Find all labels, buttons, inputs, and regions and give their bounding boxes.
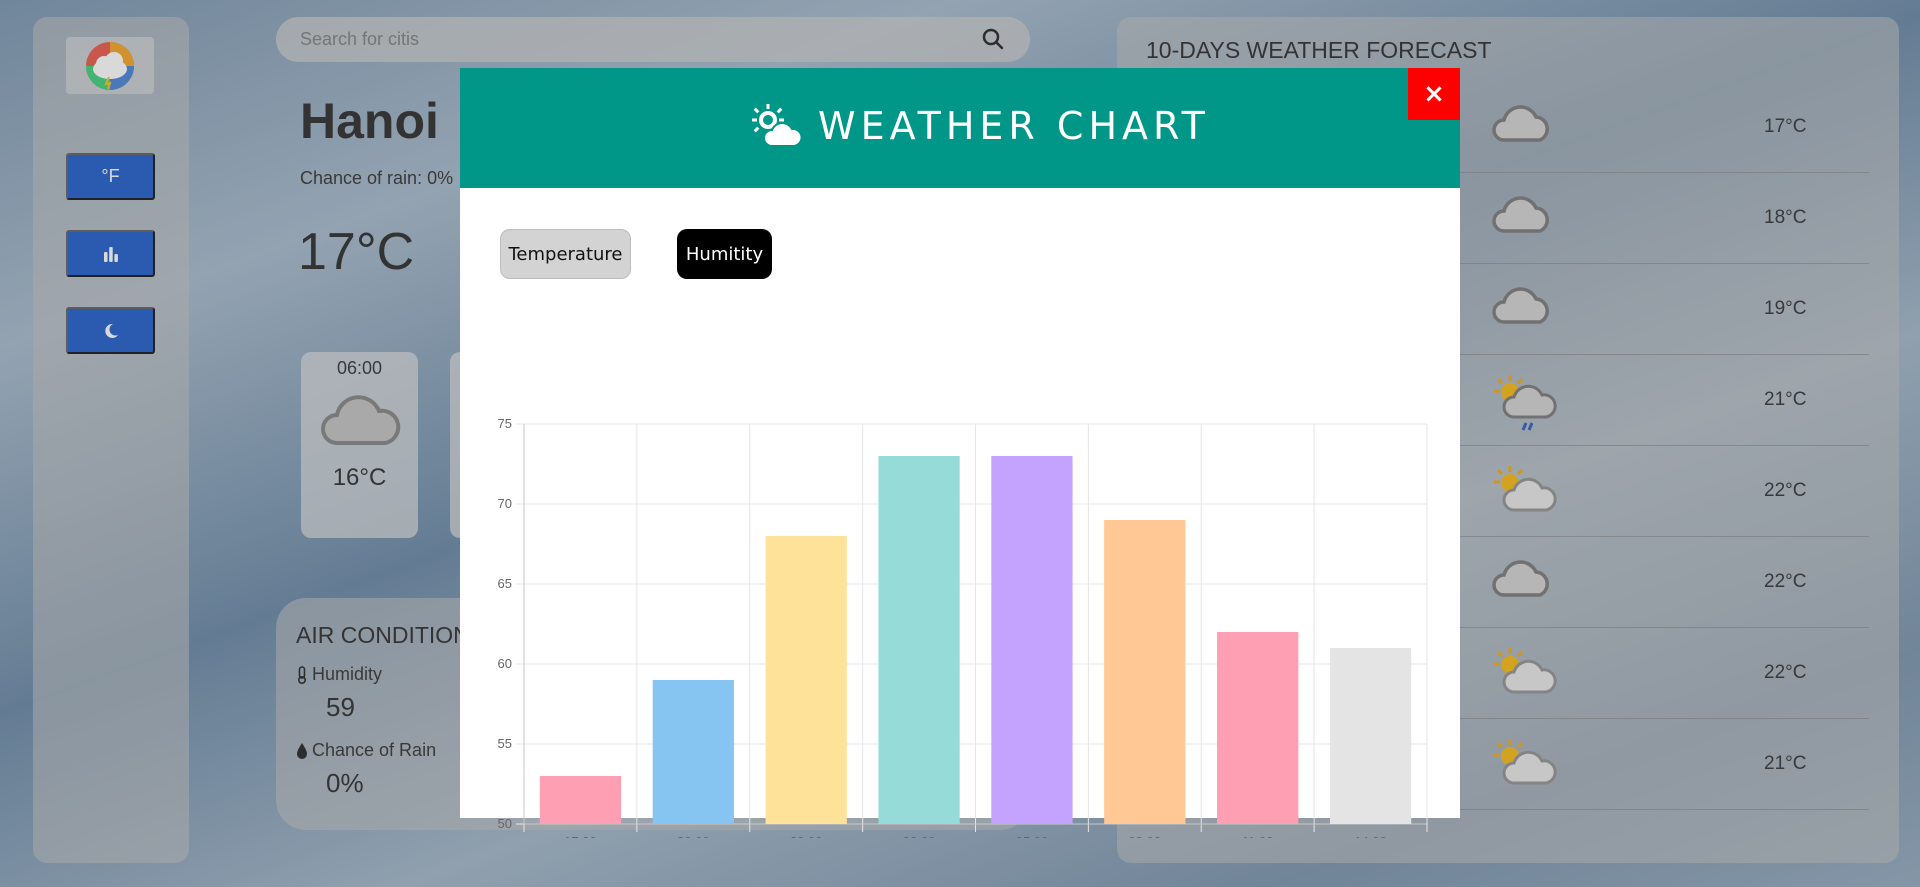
forecast-temp: 22°C	[1764, 480, 1807, 501]
forecast-temp: 22°C	[1764, 662, 1807, 683]
forecast-temp: 22°C	[1764, 571, 1807, 592]
forecast-title: 10-DAYS WEATHER FORECAST	[1146, 37, 1492, 63]
hourly-temp: 16°C	[332, 464, 387, 491]
chart-button[interactable]	[66, 230, 155, 277]
x-tick-label: 02:00	[903, 834, 936, 838]
close-button[interactable]: ×	[1408, 68, 1460, 120]
chart-bar	[991, 456, 1073, 824]
hourly-card: 06:00 16°C	[301, 352, 418, 538]
app-logo	[66, 37, 154, 94]
fahrenheit-button[interactable]: °F	[66, 153, 155, 200]
chart-bar	[539, 776, 622, 824]
sun-cloud-icon	[1490, 464, 1560, 518]
modal-title-text: WEATHER CHART	[818, 104, 1210, 148]
search-bar	[276, 17, 1030, 62]
weather-logo-icon	[86, 41, 134, 90]
x-tick-label: 17:00	[564, 834, 597, 838]
search-input[interactable]	[298, 28, 942, 51]
forecast-row: 19°C	[1117, 264, 1869, 355]
y-tick-label: 60	[498, 656, 512, 671]
y-tick-label: 70	[498, 496, 512, 511]
sidebar: °F	[33, 17, 189, 863]
x-tick-label: 20:00	[677, 834, 710, 838]
x-tick-label: 23:00	[790, 834, 823, 838]
y-tick-label: 65	[498, 576, 512, 591]
chart-bar	[1329, 648, 1412, 824]
y-tick-label: 55	[498, 736, 512, 751]
droplet-icon	[297, 742, 307, 759]
forecast-temp: 21°C	[1764, 753, 1807, 774]
y-tick-label: 75	[498, 416, 512, 431]
forecast-row: 22°C	[1117, 446, 1869, 537]
humidity-value: 59	[326, 692, 355, 722]
sun-cloud-rain-icon	[1490, 373, 1560, 437]
x-tick-label: 05:00	[1016, 834, 1049, 838]
tab-temperature[interactable]: Temperature	[500, 229, 631, 279]
cloud-icon	[320, 395, 400, 445]
air-conditions-title: AIR CONDITIONS	[296, 622, 486, 648]
city-name: Hanoi	[300, 93, 439, 149]
cloud-icon	[1490, 100, 1554, 150]
cloud-icon	[1490, 191, 1554, 241]
x-tick-label: 11:00	[1242, 834, 1274, 838]
weather-chart-modal: WEATHER CHART × Temperature Humitity 50 5…	[460, 68, 1460, 838]
modal-header: WEATHER CHART	[460, 68, 1460, 188]
tab-humidity[interactable]: Humitity	[677, 229, 772, 279]
forecast-row: 18°C	[1117, 173, 1869, 264]
modal-title: WEATHER CHART	[750, 104, 1210, 148]
humidity-bar-chart: 50 55 60 65 70 75 17:00 20:00 23:00 02:00 05:00 08:…	[498, 416, 1428, 838]
sun-cloud-icon	[752, 104, 802, 147]
forecast-row: 21°C	[1117, 719, 1869, 810]
forecast-row: 22°C	[1117, 628, 1869, 719]
forecast-row: 22°C	[1117, 537, 1869, 628]
x-tick-label: 14:00	[1354, 834, 1387, 838]
chart-bar	[652, 680, 734, 824]
forecast-temp: 19°C	[1764, 298, 1807, 319]
chart-bar	[1217, 632, 1299, 824]
sun-cloud-icon	[1490, 737, 1560, 791]
bar-chart-icon	[103, 246, 118, 262]
humidity-label-text: Humidity	[312, 664, 383, 684]
chart-bar	[878, 456, 960, 824]
moon-icon	[104, 323, 118, 338]
hourly-time: 06:00	[336, 358, 383, 378]
forecast-row: 21°C	[1117, 355, 1869, 446]
chance-of-rain-value: 0%	[326, 768, 364, 798]
forecast-row: 17°C	[1117, 82, 1869, 173]
chance-of-rain-label-text: Chance of Rain	[312, 740, 437, 760]
chance-of-rain-text: Chance of rain: 0%	[300, 168, 454, 188]
chart-bar	[765, 536, 847, 824]
current-temperature: 17°C	[298, 223, 415, 281]
cloud-icon	[1490, 555, 1554, 605]
x-tick-label: 08:00	[1129, 834, 1162, 838]
y-tick-label: 50	[498, 816, 512, 831]
search-icon[interactable]	[982, 28, 1004, 54]
sun-cloud-icon	[1490, 646, 1560, 700]
thermometer-icon	[298, 665, 306, 684]
chart-bar	[1104, 520, 1186, 824]
forecast-temp: 18°C	[1764, 207, 1807, 228]
dark-mode-button[interactable]	[66, 307, 155, 354]
forecast-temp: 21°C	[1764, 389, 1807, 410]
forecast-temp: 17°C	[1764, 116, 1807, 137]
chance-of-rain-label: Chance of Rain	[296, 740, 436, 761]
cloud-icon	[1490, 282, 1554, 332]
humidity-label: Humidity	[296, 664, 382, 685]
